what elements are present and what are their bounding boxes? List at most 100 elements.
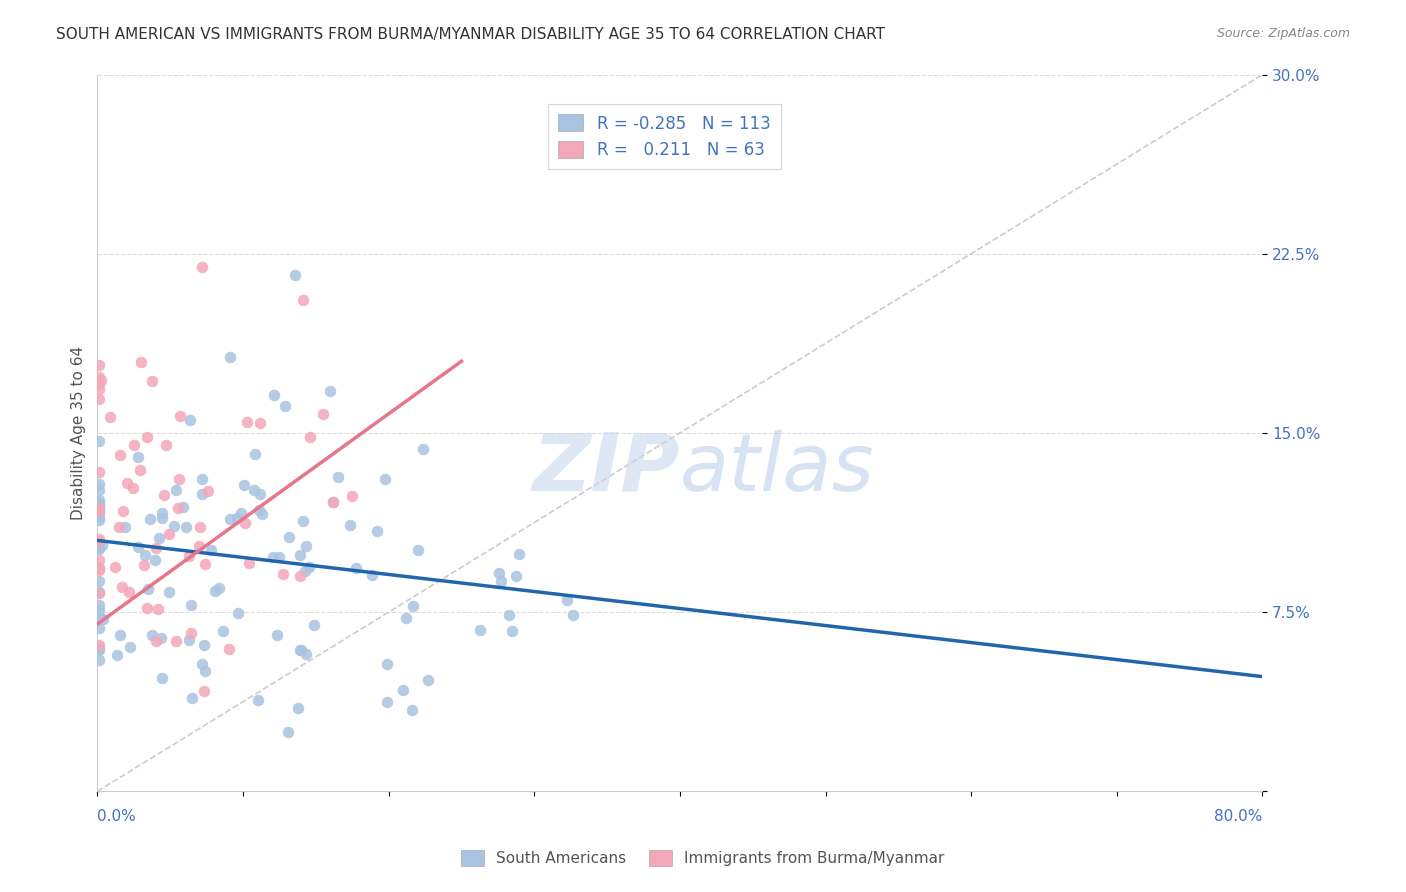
Text: 80.0%: 80.0% <box>1215 809 1263 824</box>
Point <box>197 484 219 499</box>
Point <box>498 608 520 623</box>
Point <box>491 574 513 588</box>
Point <box>134 548 156 562</box>
Text: ZIP: ZIP <box>533 430 681 508</box>
Point <box>375 657 398 671</box>
Point <box>90 373 112 387</box>
Point <box>87 504 110 518</box>
Point <box>298 430 321 444</box>
Point <box>236 415 259 429</box>
Point <box>295 647 318 661</box>
Point <box>233 516 256 530</box>
Point <box>188 520 211 534</box>
Point <box>366 524 388 538</box>
Point <box>179 412 201 426</box>
Point <box>143 552 166 566</box>
Point <box>266 628 288 642</box>
Point <box>402 599 425 613</box>
Point <box>149 631 172 645</box>
Point <box>87 499 110 513</box>
Point <box>302 617 325 632</box>
Point <box>219 350 242 364</box>
Point <box>166 501 188 516</box>
Point <box>292 514 315 528</box>
Point <box>262 549 284 564</box>
Point <box>127 540 149 554</box>
Point <box>141 628 163 642</box>
Point <box>229 506 252 520</box>
Point <box>87 376 110 391</box>
Point <box>290 642 312 657</box>
Point <box>87 392 110 406</box>
Point <box>87 359 110 373</box>
Point <box>114 520 136 534</box>
Point <box>165 633 187 648</box>
Point <box>87 502 110 516</box>
Point <box>127 450 149 465</box>
Point <box>252 507 274 521</box>
Point <box>508 547 530 561</box>
Point <box>242 483 264 498</box>
Point <box>87 540 110 554</box>
Point <box>193 683 215 698</box>
Point <box>177 549 200 563</box>
Point <box>135 430 157 444</box>
Point <box>169 409 191 424</box>
Point <box>277 530 299 544</box>
Point <box>145 541 167 555</box>
Point <box>87 476 110 491</box>
Point <box>87 574 110 588</box>
Text: SOUTH AMERICAN VS IMMIGRANTS FROM BURMA/MYANMAR DISABILITY AGE 35 TO 64 CORRELAT: SOUTH AMERICAN VS IMMIGRANTS FROM BURMA/… <box>56 27 886 42</box>
Text: atlas: atlas <box>681 430 875 508</box>
Point <box>339 518 361 533</box>
Point <box>87 493 110 508</box>
Point <box>238 556 260 570</box>
Point <box>87 434 110 449</box>
Point <box>128 462 150 476</box>
Point <box>121 481 143 495</box>
Point <box>298 560 321 574</box>
Point <box>322 495 344 509</box>
Point <box>167 472 190 486</box>
Point <box>269 550 291 565</box>
Point <box>395 611 418 625</box>
Point <box>295 539 318 553</box>
Point <box>87 638 110 652</box>
Point <box>87 534 110 549</box>
Point <box>90 538 112 552</box>
Point <box>188 539 211 553</box>
Point <box>124 438 146 452</box>
Point <box>208 582 231 596</box>
Point <box>110 628 132 642</box>
Point <box>87 465 110 479</box>
Point <box>211 624 233 638</box>
Point <box>87 513 110 527</box>
Point <box>87 653 110 667</box>
Point <box>194 557 217 571</box>
Point <box>117 584 139 599</box>
Point <box>273 567 295 582</box>
Point <box>468 623 491 637</box>
Text: Source: ZipAtlas.com: Source: ZipAtlas.com <box>1216 27 1350 40</box>
Point <box>155 438 177 452</box>
Point <box>247 692 270 706</box>
Text: 0.0%: 0.0% <box>97 809 136 824</box>
Point <box>288 569 311 583</box>
Point <box>263 388 285 402</box>
Point <box>87 598 110 612</box>
Point <box>312 407 335 421</box>
Point <box>412 442 434 456</box>
Point <box>87 560 110 574</box>
Legend: R = -0.285   N = 113, R =   0.211   N = 63: R = -0.285 N = 113, R = 0.211 N = 63 <box>548 104 780 169</box>
Point <box>361 568 384 582</box>
Point <box>105 648 128 662</box>
Point <box>87 496 110 510</box>
Point <box>204 584 226 599</box>
Point <box>191 657 214 672</box>
Point <box>288 642 311 657</box>
Point <box>87 586 110 600</box>
Point <box>232 478 254 492</box>
Point <box>249 416 271 430</box>
Point <box>180 598 202 612</box>
Point <box>87 509 110 524</box>
